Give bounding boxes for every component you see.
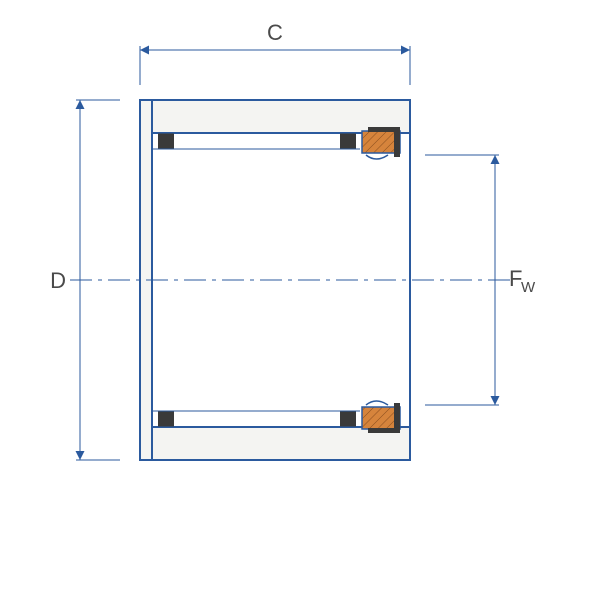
label-d: D — [50, 268, 66, 293]
label-fw-sub: W — [521, 279, 536, 296]
label-c: C — [267, 20, 283, 45]
